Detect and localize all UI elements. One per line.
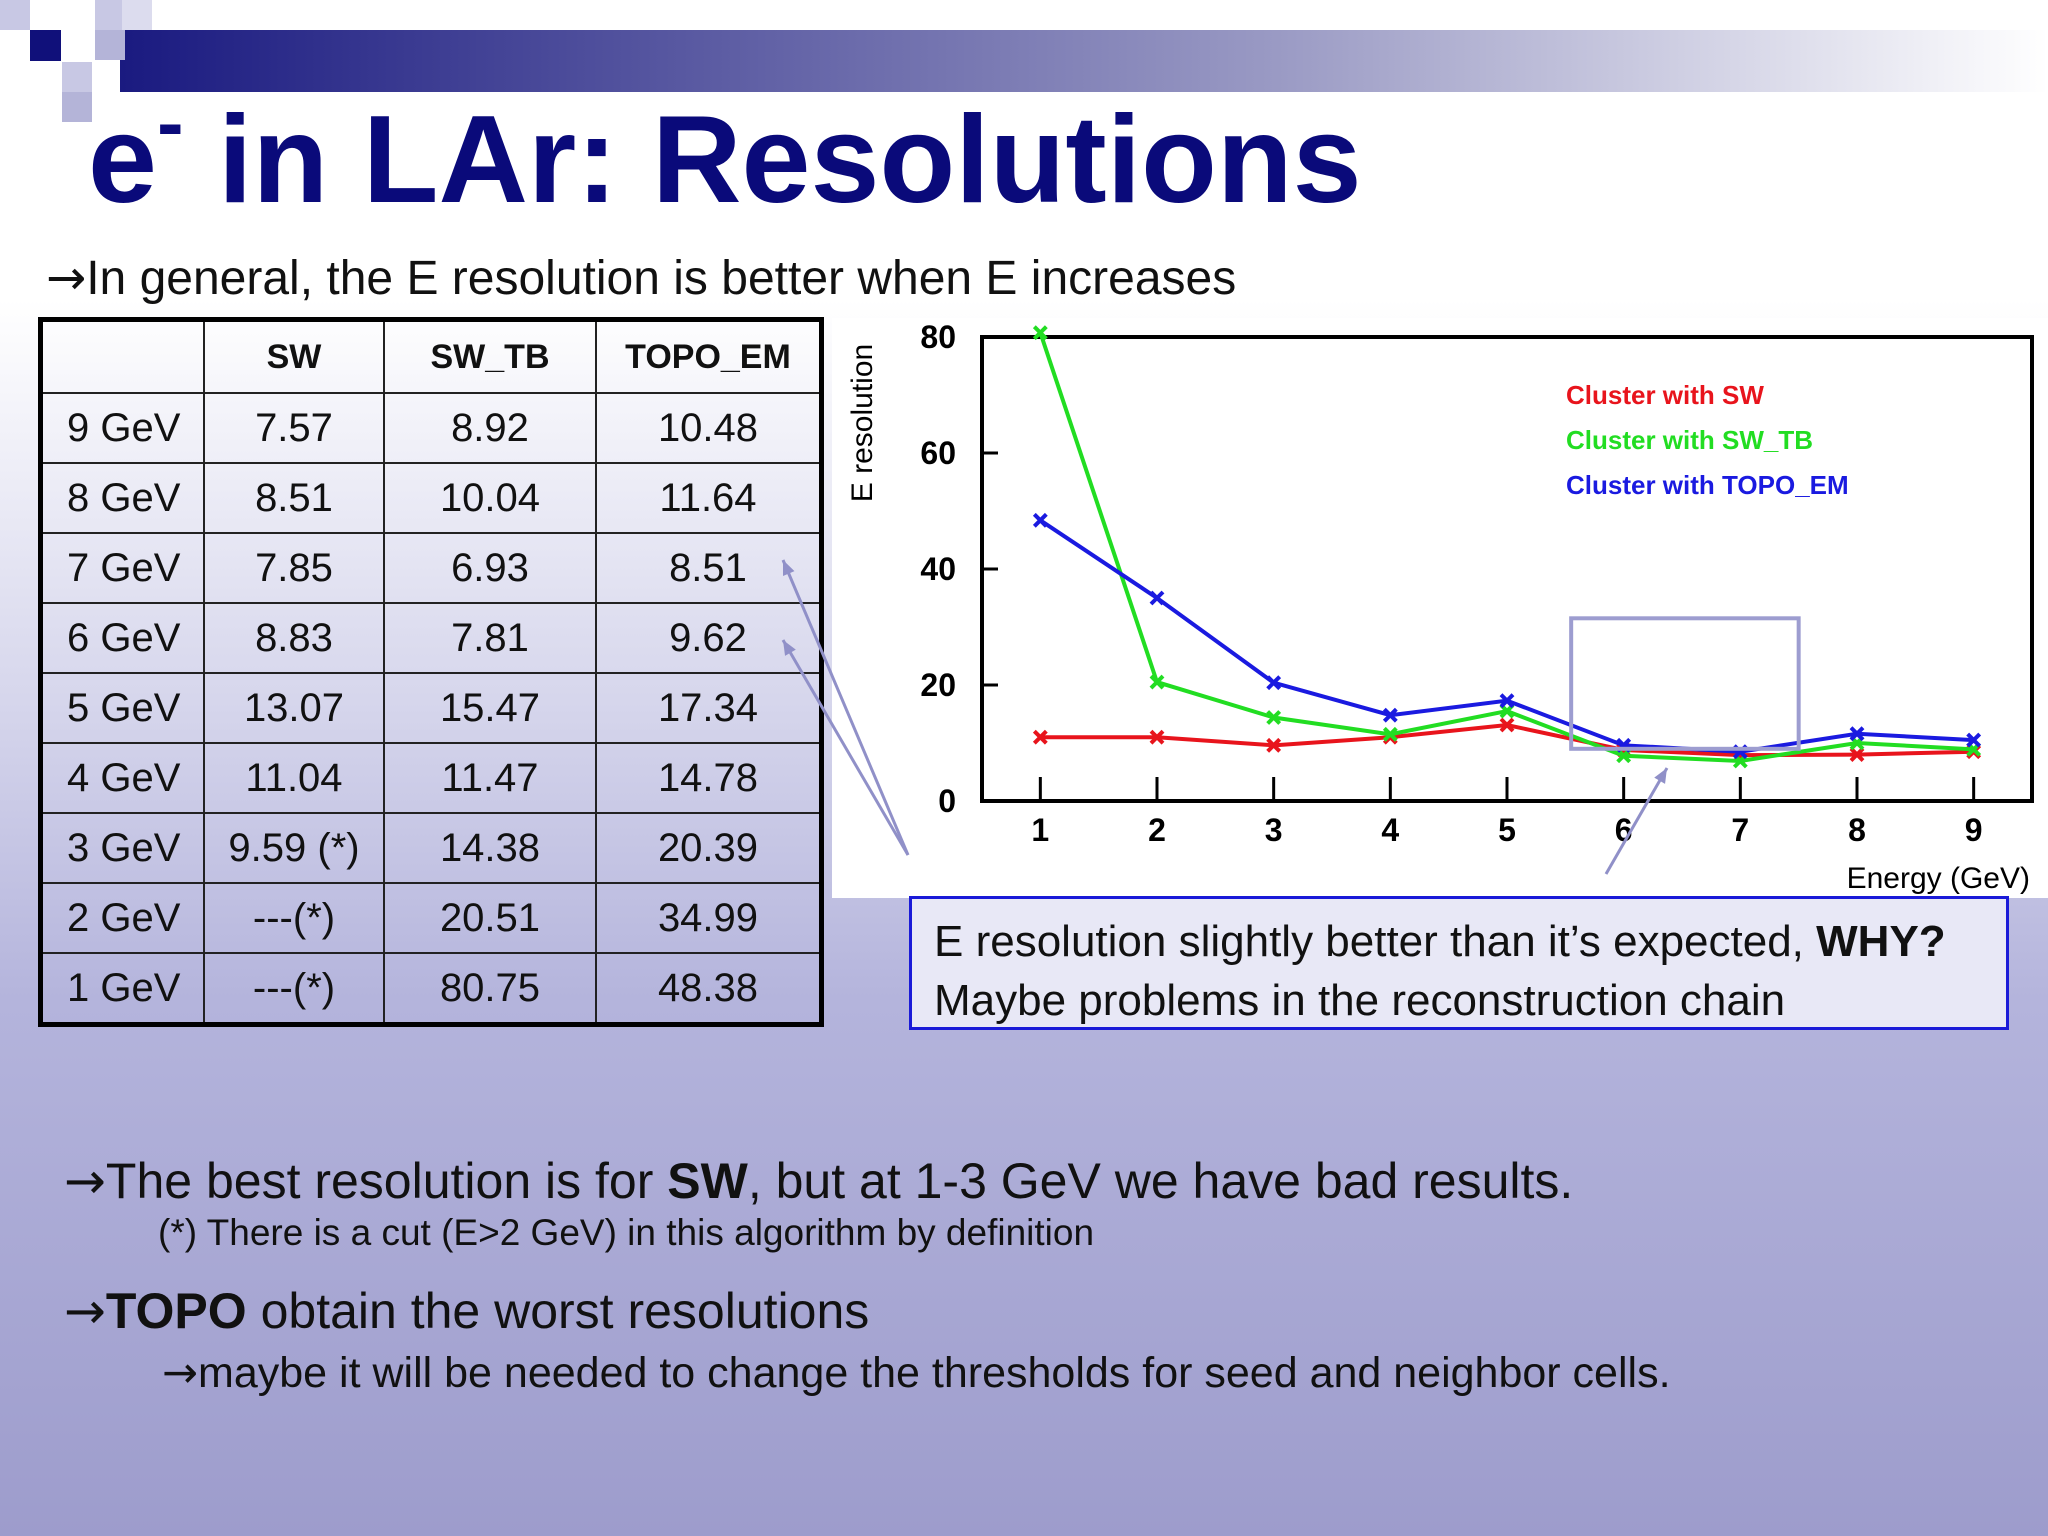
intro-bullet: →In general, the E resolution is better …: [46, 250, 1237, 306]
table-row: 5 GeV 13.07 15.47 17.34: [39, 672, 823, 744]
note-box: E resolution slightly better than it’s e…: [909, 896, 2009, 1030]
table-header-cell: [39, 318, 205, 394]
table-cell: 7.81: [383, 602, 597, 674]
table-cell: 34.99: [595, 882, 823, 954]
table-cell: 10.04: [383, 462, 597, 534]
arrow-icon: →: [64, 1152, 106, 1210]
table-cell: 15.47: [383, 672, 597, 744]
table-row-label: 2 GeV: [39, 882, 205, 954]
resolution-table: SW SW_TB TOPO_EM 9 GeV 7.57 8.92 10.48 8 Ge…: [38, 317, 824, 1027]
table-cell: 14.38: [383, 812, 597, 884]
table-cell: 6.93: [383, 532, 597, 604]
table-cell: 80.75: [383, 952, 597, 1026]
slide-title: e- in LAr: Resolutions: [88, 78, 1362, 229]
table-header-cell: SW: [203, 318, 385, 394]
table-cell: 13.07: [203, 672, 385, 744]
table-header-cell: TOPO_EM: [595, 318, 823, 394]
arrow-icon: →: [46, 250, 87, 306]
table-cell: 7.85: [203, 532, 385, 604]
table-cell: 9.59 (*): [203, 812, 385, 884]
table-row-label: 5 GeV: [39, 672, 205, 744]
table-cell: 8.51: [595, 532, 823, 604]
table-row: 3 GeV 9.59 (*) 14.38 20.39: [39, 812, 823, 884]
table-row: 2 GeV ---(*) 20.51 34.99: [39, 882, 823, 954]
note-line-2: Maybe problems in the reconstruction cha…: [934, 975, 1786, 1025]
table-cell: 11.47: [383, 742, 597, 814]
footnote: (*) There is a cut (E>2 GeV) in this alg…: [158, 1212, 1095, 1253]
table-cell: 10.48: [595, 392, 823, 464]
note-line-1: E resolution slightly better than it’s e…: [934, 917, 1946, 966]
table-row-label: 8 GeV: [39, 462, 205, 534]
table-cell: 20.39: [595, 812, 823, 884]
table-cell: 9.62: [595, 602, 823, 674]
table-cell: 7.57: [203, 392, 385, 464]
table-cell: 8.83: [203, 602, 385, 674]
table-row: 9 GeV 7.57 8.92 10.48: [39, 392, 823, 464]
table-cell: 8.92: [383, 392, 597, 464]
arrow-icon: →: [64, 1282, 106, 1340]
table-header-row: SW SW_TB TOPO_EM: [39, 318, 823, 394]
table-cell: 17.34: [595, 672, 823, 744]
table-row-label: 9 GeV: [39, 392, 205, 464]
table-row: 7 GeV 7.85 6.93 8.51: [39, 532, 823, 604]
topo-bullet: →TOPO obtain the worst resolutions: [64, 1282, 870, 1340]
table-header-cell: SW_TB: [383, 318, 597, 394]
table-cell: 11.64: [595, 462, 823, 534]
table-cell: 14.78: [595, 742, 823, 814]
table-row: 4 GeV 11.04 11.47 14.78: [39, 742, 823, 814]
table-row-label: 1 GeV: [39, 952, 205, 1026]
threshold-sub-bullet: →maybe it will be needed to change the t…: [162, 1348, 1671, 1398]
table-row-label: 3 GeV: [39, 812, 205, 884]
table-row-label: 4 GeV: [39, 742, 205, 814]
table-row-label: 6 GeV: [39, 602, 205, 674]
table-cell: 8.51: [203, 462, 385, 534]
arrow-icon: →: [162, 1348, 199, 1398]
table-cell: 48.38: [595, 952, 823, 1026]
title-decoration: [0, 0, 2048, 122]
table-row: 6 GeV 8.83 7.81 9.62: [39, 602, 823, 674]
table-cell: ---(*): [203, 952, 385, 1026]
best-resolution-bullet: →The best resolution is for SW, but at 1…: [64, 1152, 1574, 1210]
chart-panel: [832, 318, 2048, 898]
table-cell: ---(*): [203, 882, 385, 954]
table-row-label: 7 GeV: [39, 532, 205, 604]
table-cell: 20.51: [383, 882, 597, 954]
table-cell: 11.04: [203, 742, 385, 814]
table-row: 1 GeV ---(*) 80.75 48.38: [39, 952, 823, 1026]
table-row: 8 GeV 8.51 10.04 11.64: [39, 462, 823, 534]
